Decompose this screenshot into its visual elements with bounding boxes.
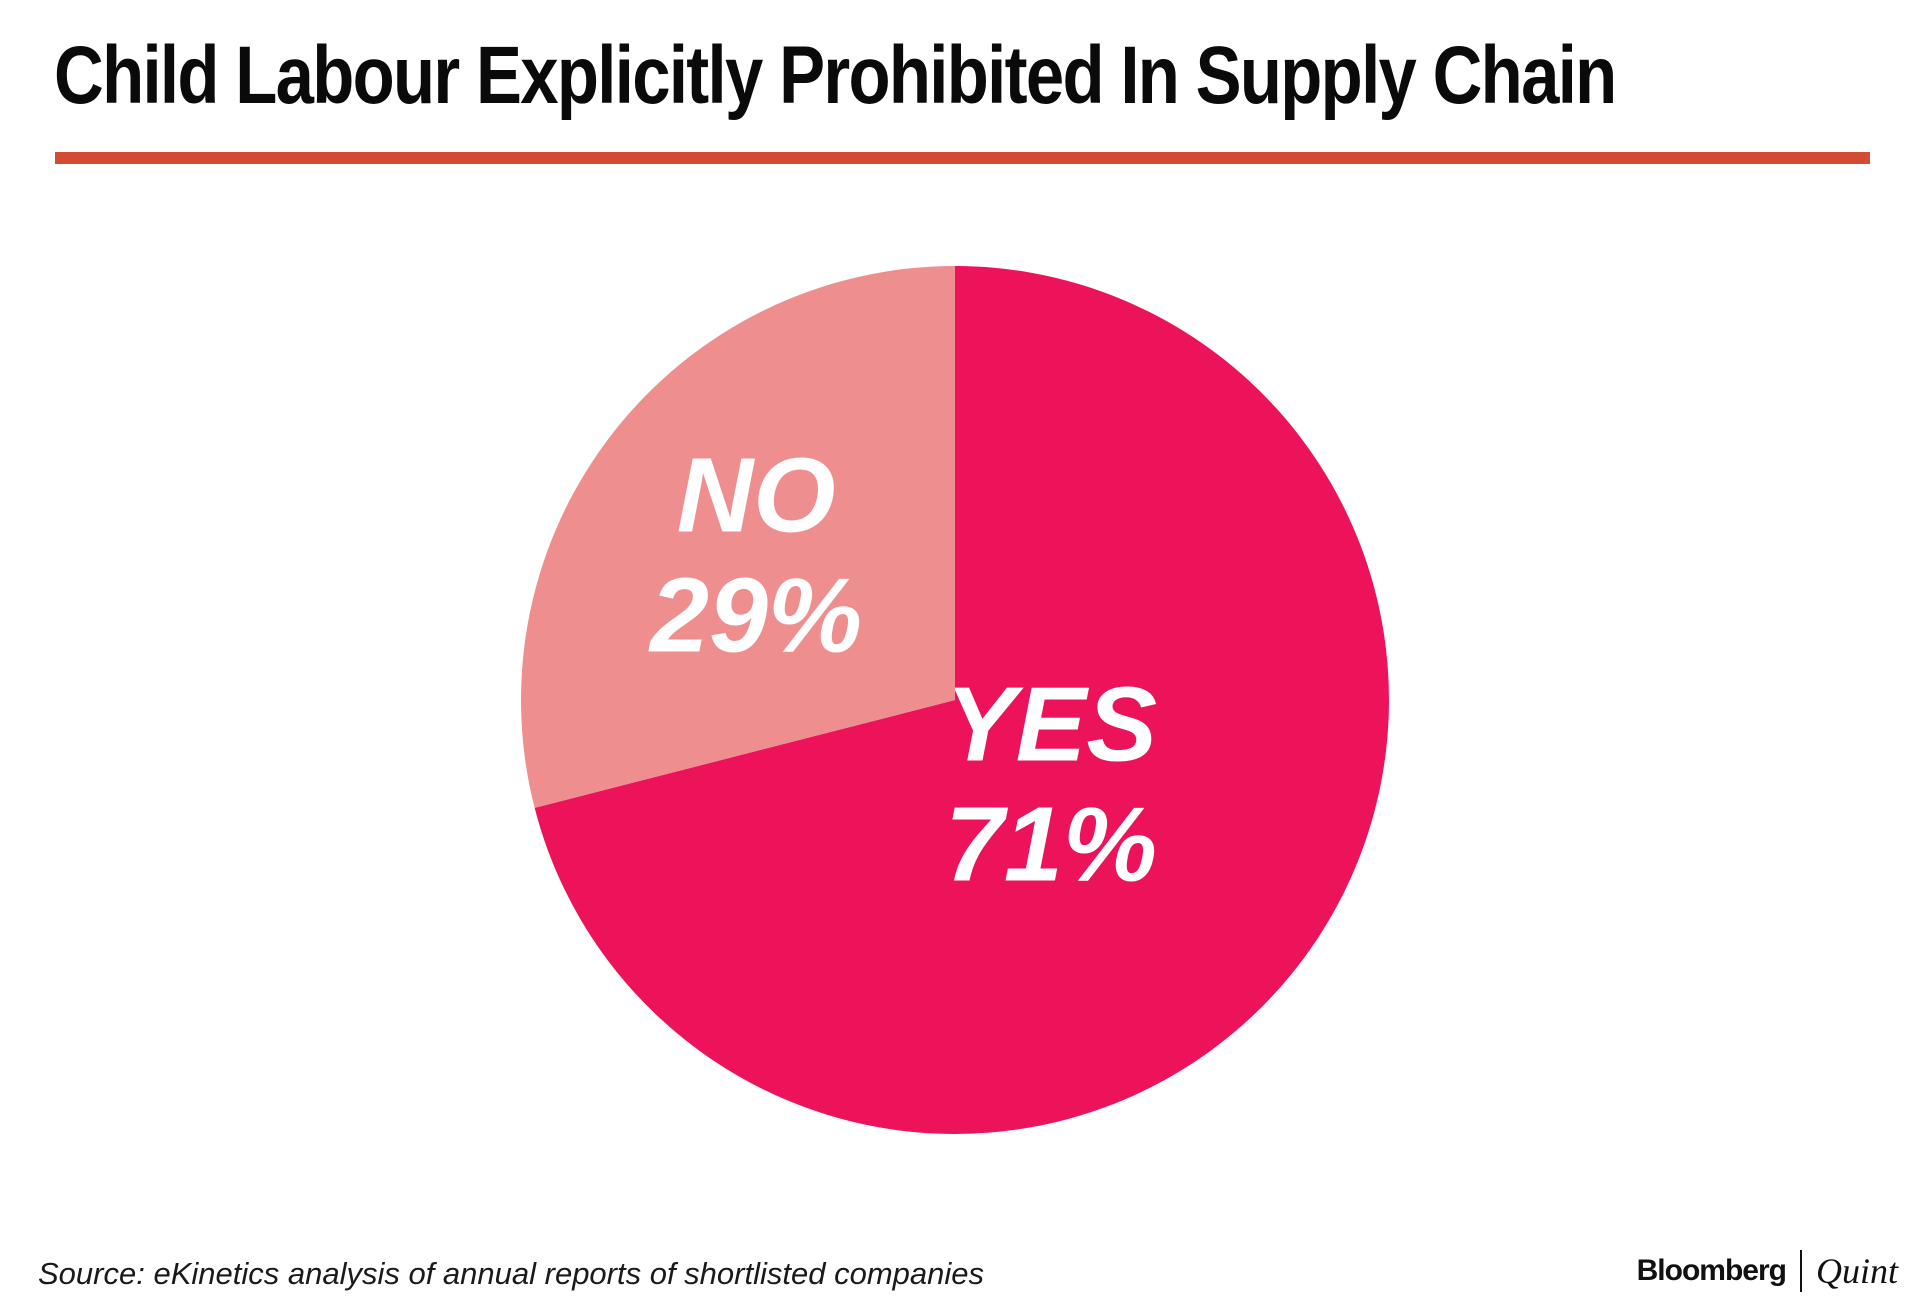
- quint-wordmark: Quint: [1815, 1251, 1898, 1291]
- pie-slice-yes: [534, 266, 1389, 1134]
- slice-label-no: NO: [677, 437, 836, 555]
- title-underline: [55, 152, 1870, 164]
- chart-title: Child Labour Explicitly Prohibited In Su…: [54, 30, 1617, 121]
- bloomberg-wordmark: Bloomberg: [1636, 1254, 1787, 1287]
- slice-label-yes: YES: [945, 665, 1157, 783]
- source-note: Source: eKinetics analysis of annual rep…: [38, 1256, 984, 1291]
- slice-value-no: 29%: [648, 557, 862, 675]
- pie-slice-no: [520, 266, 955, 808]
- brand-logo: Bloomberg Quint: [1637, 1248, 1898, 1294]
- brand-divider: [1799, 1250, 1802, 1292]
- slice-value-yes: 71%: [945, 785, 1157, 903]
